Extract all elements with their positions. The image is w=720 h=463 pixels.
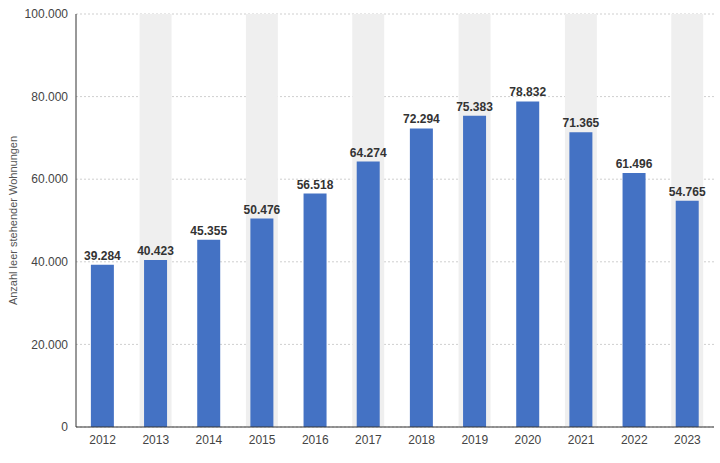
svg-text:Anzahl leer stehender Wohnunge: Anzahl leer stehender Wohnungen [8,136,19,305]
svg-text:50.476: 50.476 [244,203,281,217]
svg-text:75.383: 75.383 [456,100,493,114]
svg-text:80.000: 80.000 [31,90,68,104]
svg-text:45.355: 45.355 [190,224,227,238]
svg-text:2017: 2017 [355,433,382,447]
svg-text:2014: 2014 [196,433,223,447]
svg-text:2019: 2019 [461,433,488,447]
svg-text:71.365: 71.365 [563,116,600,130]
svg-text:54.765: 54.765 [669,185,706,199]
svg-text:100.000: 100.000 [25,7,69,21]
svg-text:2016: 2016 [302,433,329,447]
svg-text:2018: 2018 [408,433,435,447]
svg-text:60.000: 60.000 [31,172,68,186]
svg-text:61.496: 61.496 [616,157,653,171]
svg-text:40.000: 40.000 [31,255,68,269]
svg-text:64.274: 64.274 [350,146,387,160]
svg-text:2021: 2021 [568,433,595,447]
svg-text:72.294: 72.294 [403,112,440,126]
svg-text:2013: 2013 [142,433,169,447]
svg-text:2022: 2022 [621,433,648,447]
svg-text:0: 0 [61,420,68,434]
svg-text:20.000: 20.000 [31,338,68,352]
svg-text:39.284: 39.284 [84,249,121,263]
svg-text:2023: 2023 [674,433,701,447]
svg-text:2012: 2012 [89,433,116,447]
svg-text:2020: 2020 [515,433,542,447]
svg-text:78.832: 78.832 [509,85,546,99]
svg-text:56.518: 56.518 [297,178,334,192]
svg-text:2015: 2015 [249,433,276,447]
svg-text:40.423: 40.423 [137,244,174,258]
